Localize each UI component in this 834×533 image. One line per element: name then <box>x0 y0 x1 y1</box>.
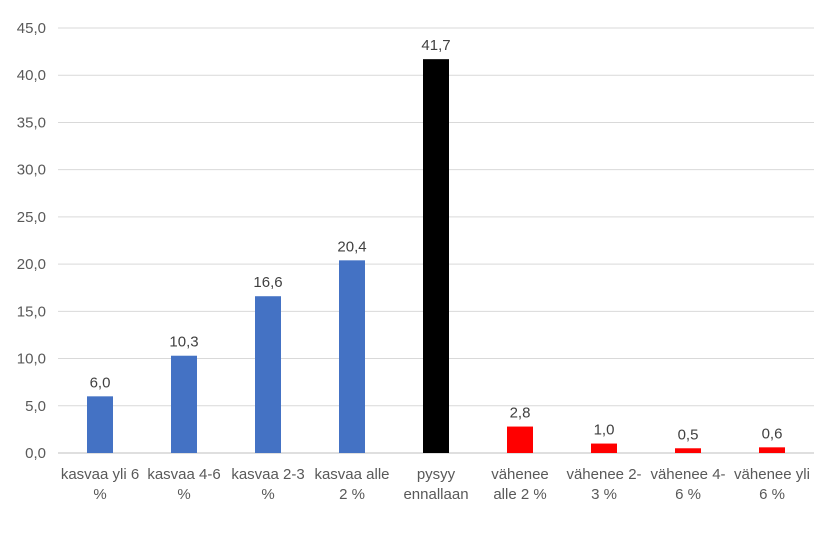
category-label-line: % <box>93 486 106 503</box>
y-tick-label: 25,0 <box>17 209 46 226</box>
bars <box>87 59 785 454</box>
category-label-line: % <box>261 486 274 503</box>
category-label-line: 3 % <box>591 486 617 503</box>
data-label: 16,6 <box>253 274 282 291</box>
category-label: kasvaa 2-3% <box>231 466 304 503</box>
y-tick-label: 5,0 <box>25 398 46 415</box>
category-label-line: alle 2 % <box>493 486 546 503</box>
bar <box>423 59 449 454</box>
category-label: kasvaa yli 6% <box>61 466 139 503</box>
data-label: 1,0 <box>594 422 615 439</box>
bar <box>87 396 113 453</box>
category-label: pysyy ennallaan <box>403 466 468 503</box>
category-label: kasvaa alle 2 % <box>314 466 389 503</box>
bar <box>591 443 617 453</box>
category-label-line: ennallaan <box>403 486 468 503</box>
bar <box>675 448 701 453</box>
y-tick-label: 0,0 <box>25 445 46 462</box>
y-tick-label: 10,0 <box>17 351 46 368</box>
category-label-line: vähenee <box>491 466 549 483</box>
y-tick-label: 35,0 <box>17 114 46 131</box>
y-tick-label: 20,0 <box>17 256 46 273</box>
bar <box>339 260 365 453</box>
category-label-line: kasvaa alle <box>314 466 389 483</box>
category-label: kasvaa 4-6% <box>147 466 220 503</box>
category-label-line: vähenee 4- <box>650 466 725 483</box>
data-label: 0,6 <box>762 425 783 442</box>
category-label: vähenee alle 2 % <box>491 466 549 503</box>
category-label-line: kasvaa yli 6 <box>61 466 139 483</box>
category-label-line: 6 % <box>759 486 785 503</box>
category-label-line: 6 % <box>675 486 701 503</box>
y-tick-label: 45,0 <box>17 20 46 37</box>
category-label-line: vähenee 2- <box>566 466 641 483</box>
bar <box>255 296 281 453</box>
y-axis-tick-labels: 0,0 5,0 10,0 15,0 20,0 25,0 30,0 35,0 40,0 45,0 <box>17 20 46 462</box>
category-label-line: % <box>177 486 190 503</box>
bar <box>507 426 533 453</box>
data-label: 6,0 <box>90 374 111 391</box>
data-label: 41,7 <box>421 37 450 54</box>
category-label-line: 2 % <box>339 486 365 503</box>
category-label-line: vähenee yli <box>734 466 810 483</box>
y-tick-label: 40,0 <box>17 67 46 84</box>
data-label: 20,4 <box>337 238 366 255</box>
bar <box>759 447 785 453</box>
category-label-line: pysyy <box>417 466 456 483</box>
y-tick-label: 30,0 <box>17 162 46 179</box>
category-label-line: kasvaa 2-3 <box>231 466 304 483</box>
y-tick-label: 15,0 <box>17 303 46 320</box>
bar <box>171 355 197 453</box>
data-label: 2,8 <box>510 405 531 422</box>
data-label: 0,5 <box>678 426 699 443</box>
data-label: 10,3 <box>169 334 198 351</box>
category-label: vähenee 4- 6 % <box>650 466 725 503</box>
data-labels: 6,0 10,3 16,6 20,4 41,7 2,8 1,0 0,5 0,6 <box>90 37 783 443</box>
category-label-line: kasvaa 4-6 <box>147 466 220 483</box>
category-label: vähenee yli 6 % <box>734 466 810 503</box>
category-label: vähenee 2- 3 % <box>566 466 641 503</box>
x-axis-category-labels: kasvaa yli 6 %kasvaa 4-6 %kasvaa 2-3 %kasva… <box>61 466 810 503</box>
